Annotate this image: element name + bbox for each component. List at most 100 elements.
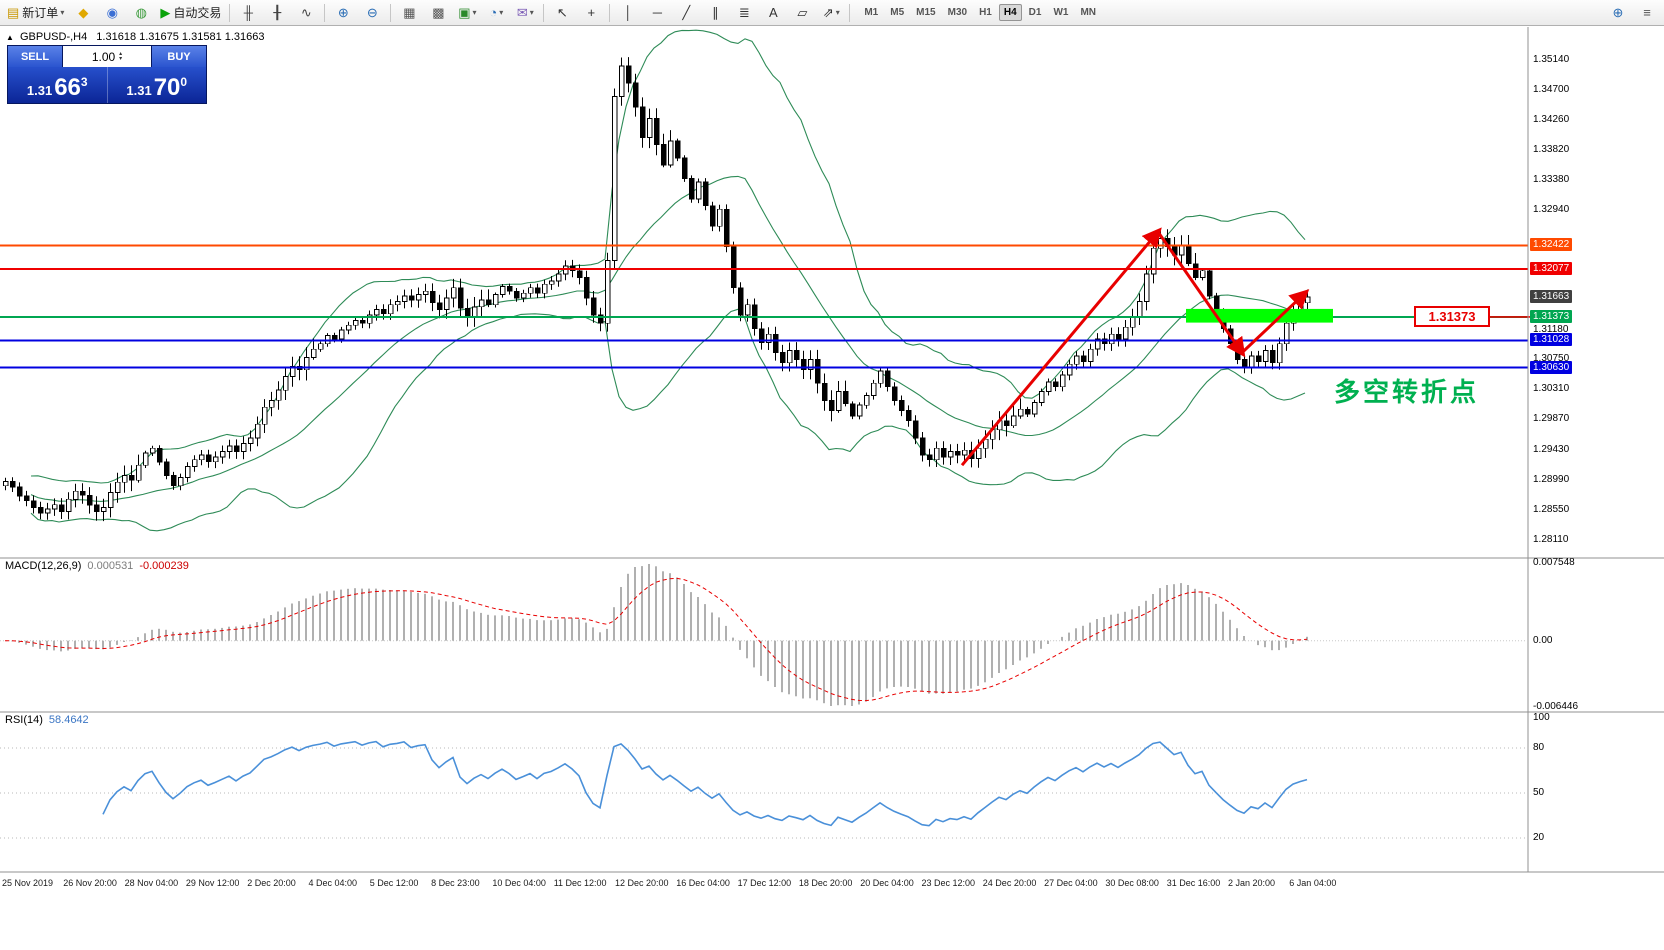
zoom-in-icon: ⊕ bbox=[337, 4, 349, 20]
text-icon[interactable]: A bbox=[759, 2, 787, 24]
crosshair-icon[interactable]: + bbox=[577, 2, 605, 24]
text-label-icon[interactable]: ▱ bbox=[788, 2, 816, 24]
time-tick: 31 Dec 16:00 bbox=[1166, 878, 1221, 888]
time-tick: 6 Jan 04:00 bbox=[1289, 878, 1337, 888]
crosshair-icon: + bbox=[587, 4, 596, 20]
metaeditor-icon: ◆ bbox=[78, 4, 89, 20]
chart-zoom-icon: ⊕ bbox=[1612, 4, 1624, 20]
time-tick: 29 Nov 12:00 bbox=[185, 878, 240, 888]
timeframe-w1[interactable]: W1 bbox=[1053, 7, 1069, 18]
ohlc-values: 1.31618 1.31675 1.31581 1.31663 bbox=[96, 31, 265, 43]
cursor-icon[interactable]: ↖ bbox=[548, 2, 576, 24]
timeframe-h1[interactable]: H1 bbox=[979, 7, 992, 18]
new-order-button[interactable]: ▤ 新订单 ▾ bbox=[3, 2, 68, 24]
chevron-down-icon: ▾ bbox=[472, 8, 477, 17]
candlestick-icon[interactable]: ╂ bbox=[263, 2, 291, 24]
time-tick: 24 Dec 20:00 bbox=[982, 878, 1037, 888]
time-tick: 26 Nov 20:00 bbox=[63, 878, 117, 888]
time-tick: 20 Dec 04:00 bbox=[860, 878, 914, 888]
rsi-value: 58.4642 bbox=[48, 714, 89, 726]
time-axis: 25 Nov 2019 26 Nov 20:00 28 Nov 04:00 29 No… bbox=[0, 874, 1540, 894]
line-chart-icon: ∿ bbox=[300, 4, 312, 20]
menu-icon[interactable]: ≡ bbox=[1633, 2, 1661, 24]
community-icon[interactable]: ◍ bbox=[127, 2, 155, 24]
timeframe-m1[interactable]: M1 bbox=[864, 7, 879, 18]
chart-annotation-text: 多空转折点 bbox=[1334, 377, 1480, 407]
time-tick: 4 Dec 04:00 bbox=[308, 878, 358, 888]
timeframe-m5[interactable]: M5 bbox=[890, 7, 905, 18]
new-chart-button[interactable]: ▣ ▾ bbox=[453, 2, 481, 24]
macd-panel bbox=[0, 564, 1528, 706]
chevron-down-icon: ▾ bbox=[60, 8, 65, 17]
time-tick: 30 Dec 08:00 bbox=[1105, 878, 1159, 888]
text-label-icon: ▱ bbox=[797, 4, 808, 20]
bar-chart-icon[interactable]: ╫ bbox=[234, 2, 262, 24]
new-order-icon: ▤ bbox=[7, 4, 20, 20]
autotrading-button-label: 自动交易 bbox=[173, 6, 222, 20]
rsi-indicator-header: RSI(14) 58.4642 bbox=[5, 714, 89, 726]
bar-chart-icon: ╫ bbox=[243, 4, 253, 20]
cascade-windows-icon[interactable]: ▩ bbox=[424, 2, 452, 24]
macd-main-value: 0.000531 bbox=[87, 560, 134, 572]
text-icon: A bbox=[769, 4, 778, 20]
template-button[interactable]: ✉ ▾ bbox=[511, 2, 539, 24]
new-order-button-label: 新订单 bbox=[22, 6, 59, 20]
time-tick: 23 Dec 12:00 bbox=[921, 878, 976, 888]
rsi-panel bbox=[0, 740, 1528, 839]
spinner-down-icon[interactable]: ▾ bbox=[119, 55, 123, 62]
volume-spinner[interactable]: ▴ ▾ bbox=[119, 50, 123, 62]
chart-zoom-icon[interactable]: ⊕ bbox=[1604, 2, 1632, 24]
sell-button[interactable]: SELL bbox=[8, 46, 63, 67]
sell-price-sup: 3 bbox=[80, 75, 88, 89]
timeframe-group: M1 M5 M15 M30 H1 H4 D1 W1 MN bbox=[858, 4, 1102, 21]
fibonacci-icon: ≣ bbox=[738, 4, 750, 20]
chevron-down-icon: ▾ bbox=[529, 8, 534, 17]
zoom-in-icon[interactable]: ⊕ bbox=[329, 2, 357, 24]
shapes-button[interactable]: ⇗ ▾ bbox=[817, 2, 845, 24]
buy-button[interactable]: BUY bbox=[151, 46, 206, 67]
fibonacci-icon[interactable]: ≣ bbox=[730, 2, 758, 24]
clock-icon: ◔ bbox=[489, 4, 498, 20]
spinner-up-icon[interactable]: ▴ bbox=[119, 50, 123, 57]
one-click-trading-panel: SELL 1.00 ▴ ▾ BUY 1.31 66 3 1.31 70 0 bbox=[7, 45, 207, 104]
timeframe-h4[interactable]: H4 bbox=[998, 4, 1022, 21]
chevron-down-icon: ▾ bbox=[835, 8, 840, 17]
horizontal-line-icon: ─ bbox=[652, 4, 662, 20]
time-tick: 2 Dec 20:00 bbox=[247, 878, 296, 888]
timeframe-mn[interactable]: MN bbox=[1080, 7, 1097, 18]
time-tick: 2 Jan 20:00 bbox=[1228, 878, 1276, 888]
time-tick: 27 Dec 04:00 bbox=[1044, 878, 1098, 888]
channel-icon[interactable]: ∥ bbox=[701, 2, 729, 24]
horizontal-line-icon[interactable]: ─ bbox=[643, 2, 671, 24]
trendline-icon[interactable]: ╱ bbox=[672, 2, 700, 24]
chevron-down-icon: ▾ bbox=[499, 8, 504, 17]
buy-price[interactable]: 1.31 70 0 bbox=[108, 67, 207, 103]
rsi-label: RSI(14) bbox=[5, 714, 43, 726]
vertical-line-icon[interactable]: │ bbox=[614, 2, 642, 24]
autotrading-button[interactable]: ▶ 自动交易 bbox=[156, 2, 225, 24]
time-tick: 5 Dec 12:00 bbox=[369, 878, 419, 888]
time-tick: 17 Dec 12:00 bbox=[737, 878, 792, 888]
play-icon: ▶ bbox=[160, 4, 171, 20]
time-tick: 10 Dec 04:00 bbox=[492, 878, 546, 888]
timeframe-d1[interactable]: D1 bbox=[1028, 7, 1042, 18]
volume-input[interactable]: 1.00 ▴ ▾ bbox=[63, 46, 151, 67]
navigator-icon: ◉ bbox=[106, 4, 118, 20]
main-chart-panel bbox=[0, 29, 1528, 532]
timeframe-m15[interactable]: M15 bbox=[916, 7, 936, 18]
navigator-icon[interactable]: ◉ bbox=[98, 2, 126, 24]
tile-windows-icon[interactable]: ▦ bbox=[395, 2, 423, 24]
time-tick: 8 Dec 23:00 bbox=[431, 878, 480, 888]
period-button[interactable]: ◔ ▾ bbox=[482, 2, 510, 24]
time-tick: 18 Dec 20:00 bbox=[798, 878, 853, 888]
buy-price-sup: 0 bbox=[180, 75, 188, 89]
menu-icon: ≡ bbox=[1643, 4, 1651, 20]
timeframe-m30[interactable]: M30 bbox=[947, 7, 968, 18]
metaeditor-icon[interactable]: ◆ bbox=[69, 2, 97, 24]
line-chart-icon[interactable]: ∿ bbox=[292, 2, 320, 24]
time-tick: 28 Nov 04:00 bbox=[124, 878, 179, 888]
sell-price[interactable]: 1.31 66 3 bbox=[8, 67, 108, 103]
zoom-out-icon[interactable]: ⊖ bbox=[358, 2, 386, 24]
arrows-icon: ⇗ bbox=[822, 4, 834, 20]
